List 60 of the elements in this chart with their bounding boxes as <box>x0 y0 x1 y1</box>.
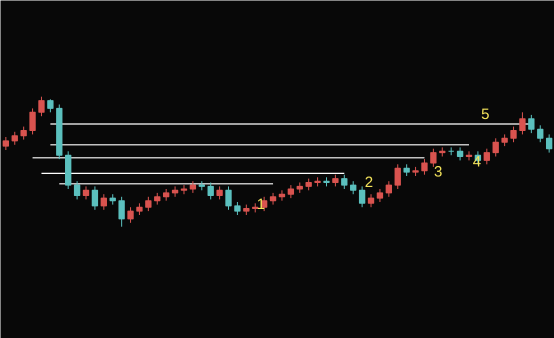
candlestick <box>208 182 214 200</box>
candlestick <box>92 186 98 210</box>
candlestick <box>421 158 428 176</box>
candlestick <box>368 194 374 208</box>
candlestick <box>403 164 410 176</box>
candlestick <box>394 164 401 190</box>
candlestick <box>136 202 143 216</box>
annotation: 1 <box>256 196 266 213</box>
candlestick <box>2 136 10 150</box>
candlestick <box>466 150 472 161</box>
candlestick <box>306 178 312 191</box>
candlestick <box>350 180 356 195</box>
candlestick <box>20 126 27 140</box>
candlestick <box>172 186 178 198</box>
candlestick <box>234 202 241 216</box>
candlestick <box>358 186 366 208</box>
candlestick <box>190 180 196 194</box>
candlestick <box>314 176 321 187</box>
candlestick <box>492 138 499 157</box>
candlestick <box>296 182 303 194</box>
candlestick <box>243 204 250 216</box>
candlestick <box>225 186 232 210</box>
candlestick <box>74 180 80 200</box>
candlestick <box>38 96 45 117</box>
candlestick <box>154 192 160 206</box>
candlestick <box>332 174 339 187</box>
candlestick <box>47 98 54 113</box>
candlestick <box>537 124 544 143</box>
candlestick <box>430 148 437 168</box>
candlestick <box>118 196 125 228</box>
candlestick <box>528 114 535 134</box>
candlestick <box>510 126 517 143</box>
candlestick <box>145 196 152 212</box>
annotation: 2 <box>364 174 374 191</box>
candlestick <box>100 194 107 210</box>
candlestick <box>519 112 526 135</box>
candlestick <box>278 190 286 202</box>
candlestick <box>270 192 276 206</box>
candlestick <box>323 176 330 187</box>
candlestick <box>288 184 294 199</box>
candlestick <box>180 184 188 195</box>
candlestick <box>386 180 392 198</box>
candlestick <box>198 180 205 191</box>
candlestick <box>546 134 552 154</box>
candlestick <box>110 194 116 206</box>
annotation: 5 <box>481 106 490 124</box>
candlestick <box>216 186 223 200</box>
candlestick <box>456 146 464 161</box>
candlestick <box>82 186 90 200</box>
candlestick <box>29 108 36 135</box>
candlestick <box>501 134 508 147</box>
candlestick <box>439 146 446 157</box>
candlestick <box>127 206 134 224</box>
candlestick <box>252 202 258 213</box>
candlestick <box>162 188 170 202</box>
annotation: 3 <box>434 164 442 181</box>
candlestick <box>12 131 18 146</box>
candlestick <box>341 174 348 190</box>
candlestick <box>484 148 490 165</box>
candlestick <box>376 188 384 202</box>
